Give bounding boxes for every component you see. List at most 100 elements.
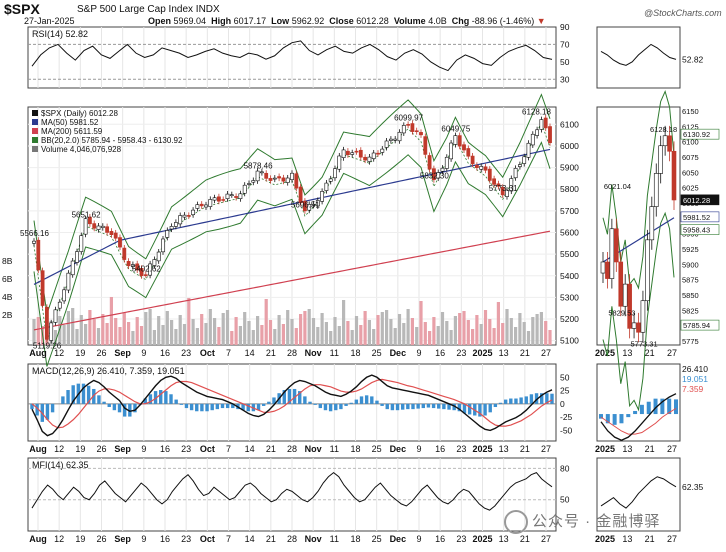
y-tick-label: 90: [560, 22, 570, 32]
candle: [466, 148, 471, 157]
macd-histogram-bar: [246, 403, 250, 412]
volume-bar: [311, 318, 316, 345]
volume-bar: [393, 328, 397, 345]
candle: [371, 152, 376, 159]
candle: [530, 133, 535, 146]
candle: [388, 138, 393, 141]
x-tick-label: Dec: [390, 444, 407, 454]
x-tick-label: 26: [96, 348, 106, 358]
candle: [148, 263, 153, 276]
macd-histogram-bar: [107, 403, 111, 408]
zoom-value-tag: [680, 224, 720, 235]
stockcharts-brand[interactable]: @StockCharts.com: [644, 8, 722, 18]
mfi-panel: 80 50 MFI(14) 62.35 62.35 Aug 12 19 26 Sep 9 16 23 O…: [28, 458, 704, 544]
ma200-line: [33, 230, 551, 331]
y-tick-label: 5500: [560, 249, 579, 259]
zoom-candle: [622, 283, 628, 307]
macd-histogram-bar: [256, 403, 261, 411]
zoom-candle: [600, 261, 606, 274]
x-tick-label: 11: [330, 534, 339, 544]
zoom-price-tick: 6150: [682, 107, 699, 116]
volume-bar: [518, 313, 522, 345]
volume-bar: [423, 322, 427, 345]
x-tick-label: 9: [141, 444, 146, 454]
y-tick-label: 5700: [560, 206, 579, 216]
macd-histogram-bar: [483, 403, 487, 416]
macd-histogram-bar: [81, 383, 86, 404]
x-tick-label: Aug: [29, 348, 47, 358]
candle: [444, 156, 449, 169]
x-tick-label: 11: [330, 444, 339, 454]
candle: [83, 218, 88, 235]
zoom-candle: [653, 173, 659, 207]
zoom-candle: [640, 300, 646, 333]
volume-bar: [342, 300, 346, 345]
zoom-mfi-frame: [596, 457, 681, 532]
volume-bar: [221, 313, 225, 345]
macd-histogram-bar: [457, 403, 462, 412]
zoom-macd-bar: [599, 414, 603, 419]
macd-histogram-bar: [313, 403, 317, 405]
volume-bar: [286, 310, 290, 345]
x-tick-label: 18: [350, 444, 360, 454]
candle: [88, 216, 92, 225]
candle: [118, 237, 122, 248]
candle: [307, 204, 312, 211]
volume-bar: [307, 309, 311, 345]
candle: [178, 215, 183, 225]
volume-bar: [440, 312, 445, 345]
candle: [328, 178, 333, 182]
x-tick-label: 19: [75, 534, 85, 544]
candle: [337, 155, 342, 170]
price-annotation: 5878.46: [244, 161, 273, 170]
zoom-x-tick-label: 27: [667, 534, 677, 544]
macd-histogram-bar: [385, 403, 389, 410]
volume-bar: [544, 321, 548, 345]
open-value: 5969.04: [173, 16, 207, 26]
macd-histogram-bar: [529, 394, 534, 404]
volume-bar: [488, 319, 492, 345]
x-tick-label: Dec: [390, 348, 407, 358]
zoom-macd-bar: [639, 404, 644, 415]
volume-bar: [53, 330, 58, 345]
zoom-value-label: 5958.43: [683, 226, 710, 235]
volume-bar: [114, 318, 118, 345]
x-tick-label: 21: [266, 348, 276, 358]
macd-histogram-bar: [498, 402, 503, 404]
macd-histogram-bar: [344, 403, 348, 406]
macd-histogram-bar: [406, 403, 410, 410]
volume-bar: [118, 327, 122, 345]
volume-bar: [71, 308, 75, 345]
y-tick-label: 25: [560, 386, 570, 396]
x-tick-label: Sep: [114, 444, 131, 454]
volume-bar: [170, 320, 174, 345]
x-tick-label: 16: [160, 348, 170, 358]
price-legend-entry: MA(50) 5981.52: [41, 118, 99, 127]
volume-bar: [471, 329, 475, 345]
zoom-mfi-line: [600, 476, 677, 509]
volume-bar: [157, 316, 161, 345]
zoom-candle: [671, 150, 677, 201]
macd-histogram-bar: [45, 403, 50, 420]
volume-bar: [200, 314, 204, 345]
macd-histogram-bar: [339, 403, 343, 410]
macd-histogram-bar: [292, 388, 297, 404]
macd-histogram-bar: [478, 403, 482, 417]
macd-histogram-bar: [231, 403, 235, 409]
macd-histogram-bar: [452, 403, 456, 411]
macd-histogram-bar: [431, 403, 436, 409]
volume-bar: [445, 321, 449, 345]
macd-histogram-bar: [467, 403, 472, 415]
x-tick-label: 9: [416, 444, 421, 454]
macd-histogram-bar: [488, 403, 492, 413]
x-tick-label: 12: [54, 348, 64, 358]
volume-bar: [234, 317, 238, 345]
candle: [496, 183, 501, 187]
x-tick-label: Nov: [305, 348, 322, 358]
macd-histogram-bar: [540, 393, 544, 404]
candle: [500, 186, 505, 196]
volume-bar: [139, 326, 144, 345]
candle: [53, 309, 58, 323]
candle: [479, 166, 484, 170]
x-tick-label: 14: [245, 444, 255, 454]
